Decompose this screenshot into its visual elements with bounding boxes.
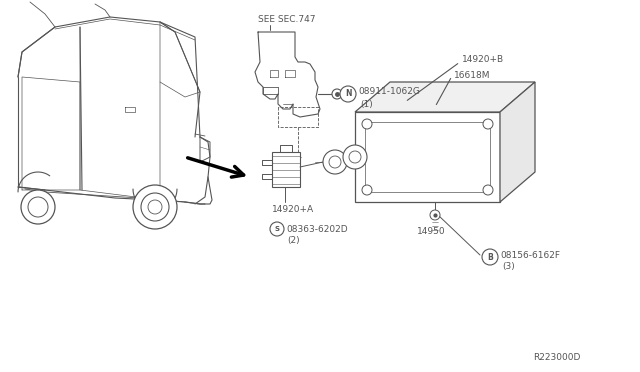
Polygon shape (355, 112, 500, 202)
Circle shape (483, 185, 493, 195)
Circle shape (133, 185, 177, 229)
Circle shape (28, 197, 48, 217)
Text: 14920+A: 14920+A (272, 205, 314, 215)
Text: (2): (2) (287, 235, 300, 244)
Circle shape (343, 145, 367, 169)
Text: 08363-6202D: 08363-6202D (286, 224, 348, 234)
FancyBboxPatch shape (272, 152, 300, 187)
Text: 08156-6162F: 08156-6162F (500, 250, 560, 260)
Text: (1): (1) (360, 99, 372, 109)
Text: B: B (487, 253, 493, 262)
Circle shape (332, 89, 342, 99)
Circle shape (323, 150, 347, 174)
Circle shape (362, 185, 372, 195)
Text: 16618M: 16618M (454, 71, 490, 80)
Circle shape (270, 222, 284, 236)
Circle shape (482, 249, 498, 265)
Text: 14920+B: 14920+B (462, 55, 504, 64)
Text: (3): (3) (502, 263, 515, 272)
Circle shape (362, 119, 372, 129)
Text: R223000D: R223000D (532, 353, 580, 362)
Text: S: S (275, 226, 280, 232)
Circle shape (340, 86, 356, 102)
Text: 14950: 14950 (417, 228, 445, 237)
Circle shape (141, 193, 169, 221)
Text: N: N (345, 90, 351, 99)
Circle shape (21, 190, 55, 224)
Circle shape (430, 210, 440, 220)
Text: SEE SEC.747: SEE SEC.747 (258, 15, 316, 23)
Text: 08911-1062G: 08911-1062G (358, 87, 420, 96)
Polygon shape (355, 82, 535, 112)
Circle shape (483, 119, 493, 129)
Polygon shape (500, 82, 535, 202)
